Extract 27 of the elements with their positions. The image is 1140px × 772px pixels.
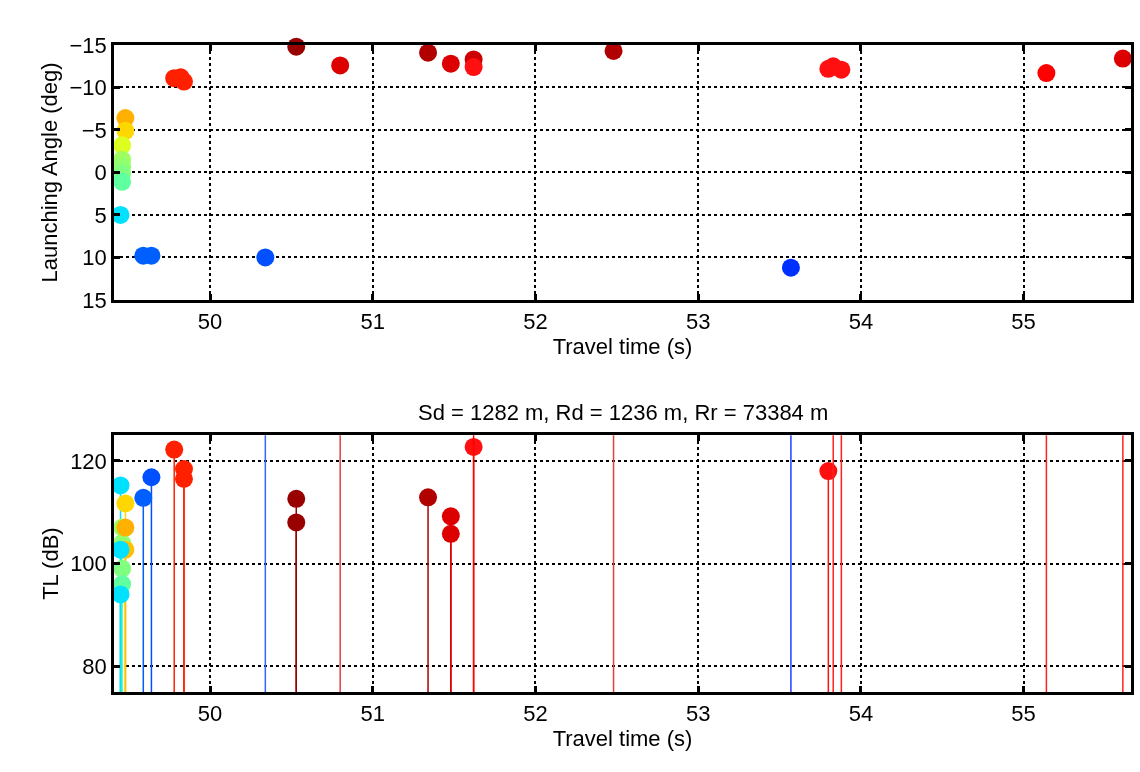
x-axis-title: Travel time (s): [552, 334, 693, 360]
y-tick-label: −5: [81, 117, 107, 143]
y-tick-label: 100: [70, 551, 107, 577]
x-tick-label: 50: [197, 701, 223, 727]
y-tick-label: 120: [70, 448, 107, 474]
y-tick-label: 15: [82, 287, 107, 313]
x-tick-label: 53: [685, 309, 711, 335]
x-tick-label: 51: [360, 701, 385, 727]
chart-title: Sd = 1282 m, Rd = 1236 m, Rr = 73384 m: [418, 400, 829, 425]
x-tick-label: 51: [360, 309, 385, 335]
x-tick-label: 52: [523, 309, 548, 335]
y-axis-title: Launching Angle (deg): [37, 62, 63, 283]
y-tick-label: 5: [94, 202, 107, 228]
x-tick-label: 50: [197, 309, 223, 335]
x-axis-title: Travel time (s): [552, 726, 693, 752]
x-tick-label: 55: [1011, 701, 1036, 727]
x-tick-label: 53: [685, 701, 711, 727]
x-tick-label: 52: [523, 701, 548, 727]
y-tick-label: 80: [82, 654, 107, 680]
y-tick-label: −10: [69, 75, 107, 101]
x-tick-label: 54: [848, 701, 874, 727]
y-tick-label: −15: [69, 32, 107, 58]
y-tick-label: 0: [94, 160, 107, 186]
x-tick-label: 55: [1011, 309, 1036, 335]
x-tick-label: 54: [848, 309, 874, 335]
y-tick-label: 10: [82, 245, 107, 271]
y-axis-title: TL (dB): [37, 527, 63, 600]
